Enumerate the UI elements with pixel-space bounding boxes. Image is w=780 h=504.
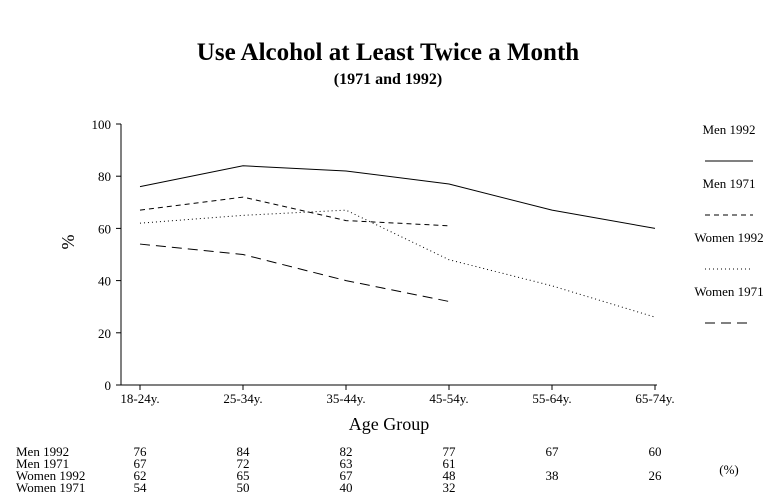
series-lines — [139, 165, 656, 318]
table-cell: 48 — [443, 468, 456, 483]
table-cell: 67 — [134, 456, 148, 471]
table-cell: 72 — [237, 456, 250, 471]
legend-label: Women 1992 — [694, 230, 763, 245]
table-cell: 82 — [340, 444, 353, 459]
y-tick-label: 60 — [98, 221, 111, 236]
series-line — [139, 243, 450, 302]
x-ticks: 18-24y. 25-34y. 35-44y. 45-54y. 55-64y. 65-74… — [120, 385, 675, 406]
legend-label: Women 1971 — [694, 284, 763, 299]
legend-label: Men 1992 — [702, 122, 755, 137]
x-tick-label: 65-74y. — [635, 391, 674, 406]
table-cell: 77 — [443, 444, 457, 459]
x-axis-label: Age Group — [349, 414, 429, 434]
table-cell: 40 — [340, 480, 353, 495]
chart-subtitle: (1971 and 1992) — [334, 71, 442, 88]
series-line — [139, 196, 450, 227]
table-cell: 62 — [134, 468, 147, 483]
series-line — [139, 165, 656, 229]
table-cell: 67 — [546, 444, 560, 459]
chart-title: Use Alcohol at Least Twice a Month — [197, 39, 579, 66]
y-tick-label: 40 — [98, 274, 111, 289]
x-tick-label: 25-34y. — [223, 391, 262, 406]
legend-label: Men 1971 — [702, 176, 755, 191]
y-tick-label: 100 — [92, 117, 112, 132]
x-tick-label: 35-44y. — [326, 391, 365, 406]
y-ticks: 0 20 40 60 80 100 — [92, 117, 121, 393]
table-cell: 76 — [134, 444, 148, 459]
table-row-label: Women 1992 — [16, 468, 85, 483]
y-axis-label: % — [58, 235, 78, 250]
y-tick-label: 80 — [98, 169, 111, 184]
table-cell: 61 — [443, 456, 456, 471]
legend: Men 1992 Men 1971 Women 1992 Women 1971 — [694, 122, 764, 324]
table-cell: 63 — [340, 456, 353, 471]
table-cell: 60 — [649, 444, 662, 459]
table-cell: 50 — [237, 480, 250, 495]
x-tick-label: 18-24y. — [120, 391, 159, 406]
x-tick-label: 45-54y. — [429, 391, 468, 406]
table-cell: 54 — [134, 480, 148, 495]
table-cell: 32 — [443, 480, 456, 495]
table-cell: 84 — [237, 444, 251, 459]
table-cell: 26 — [649, 468, 663, 483]
series-line — [139, 209, 656, 318]
y-tick-label: 0 — [105, 378, 112, 393]
table-row-label: Men 1971 — [16, 456, 69, 471]
x-tick-label: 55-64y. — [532, 391, 571, 406]
table-row-label: Women 1971 — [16, 480, 85, 495]
table-cell: 38 — [546, 468, 559, 483]
table-unit: (%) — [719, 462, 739, 477]
table-row-label: Men 1992 — [16, 444, 69, 459]
data-table: Men 1992 76 84 82 77 67 60 Men 1971 67 72 63 61 Wome… — [16, 444, 662, 495]
plot-area: 0 20 40 60 80 100 18-24y. 25-34y. 35-44y. 45-54y… — [92, 117, 675, 406]
y-tick-label: 20 — [98, 326, 111, 341]
table-cell: 65 — [237, 468, 250, 483]
table-cell: 67 — [340, 468, 354, 483]
